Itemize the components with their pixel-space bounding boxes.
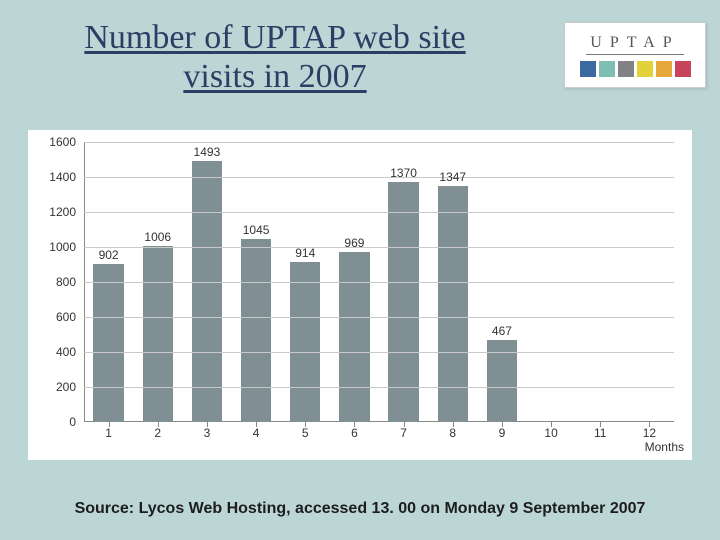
gridline bbox=[84, 142, 674, 143]
chart-plot: 0200400600800100012001400160019022100631… bbox=[84, 142, 674, 422]
logo-text: UPTAP bbox=[586, 34, 683, 55]
slide: Number of UPTAP web site visits in 2007 … bbox=[0, 0, 720, 540]
bar-value-label: 902 bbox=[99, 248, 119, 262]
logo-square bbox=[675, 61, 691, 77]
bar-value-label: 969 bbox=[344, 236, 364, 250]
uptap-logo: UPTAP bbox=[564, 22, 706, 88]
bar bbox=[192, 161, 222, 422]
y-tick-label: 800 bbox=[30, 275, 76, 289]
logo-square bbox=[599, 61, 615, 77]
bar bbox=[290, 262, 320, 422]
x-tick-label: 3 bbox=[204, 422, 211, 440]
logo-square bbox=[656, 61, 672, 77]
bar-value-label: 1045 bbox=[243, 223, 270, 237]
bar-value-label: 1006 bbox=[144, 230, 171, 244]
bar-value-label: 467 bbox=[492, 324, 512, 338]
bar bbox=[93, 264, 123, 422]
logo-squares bbox=[580, 61, 691, 77]
logo-square bbox=[637, 61, 653, 77]
gridline bbox=[84, 317, 674, 318]
x-tick-label: 12 bbox=[643, 422, 656, 440]
y-tick-label: 600 bbox=[30, 310, 76, 324]
y-tick-label: 0 bbox=[30, 415, 76, 429]
bar bbox=[143, 246, 173, 422]
logo-square bbox=[580, 61, 596, 77]
x-tick-label: 6 bbox=[351, 422, 358, 440]
bar-value-label: 1347 bbox=[439, 170, 466, 184]
y-tick-label: 1000 bbox=[30, 240, 76, 254]
x-tick-label: 1 bbox=[105, 422, 112, 440]
x-tick-label: 7 bbox=[400, 422, 407, 440]
x-tick-label: 11 bbox=[594, 422, 606, 440]
y-tick-label: 1400 bbox=[30, 170, 76, 184]
bar-value-label: 914 bbox=[295, 246, 315, 260]
x-tick-label: 9 bbox=[499, 422, 506, 440]
gridline bbox=[84, 212, 674, 213]
bar-value-label: 1493 bbox=[194, 145, 221, 159]
x-tick-label: 4 bbox=[253, 422, 260, 440]
bar bbox=[339, 252, 369, 422]
x-tick-label: 8 bbox=[449, 422, 456, 440]
source-caption: Source: Lycos Web Hosting, accessed 13. … bbox=[0, 500, 720, 518]
x-axis-title: Months bbox=[645, 440, 684, 454]
logo-square bbox=[618, 61, 634, 77]
slide-title: Number of UPTAP web site visits in 2007 bbox=[60, 18, 490, 96]
y-tick-label: 1600 bbox=[30, 135, 76, 149]
gridline bbox=[84, 352, 674, 353]
y-tick-label: 400 bbox=[30, 345, 76, 359]
gridline bbox=[84, 387, 674, 388]
gridline bbox=[84, 282, 674, 283]
y-tick-label: 200 bbox=[30, 380, 76, 394]
gridline bbox=[84, 247, 674, 248]
chart-area: 0 200 400 600 800 1000 1200 1400 1600 1 902 2 1006 3 1… bbox=[28, 130, 692, 460]
x-tick-label: 2 bbox=[154, 422, 161, 440]
x-tick-label: 10 bbox=[544, 422, 557, 440]
x-tick-label: 5 bbox=[302, 422, 309, 440]
bar bbox=[241, 239, 271, 422]
bar-value-label: 1370 bbox=[390, 166, 417, 180]
y-tick-label: 1200 bbox=[30, 205, 76, 219]
gridline bbox=[84, 177, 674, 178]
